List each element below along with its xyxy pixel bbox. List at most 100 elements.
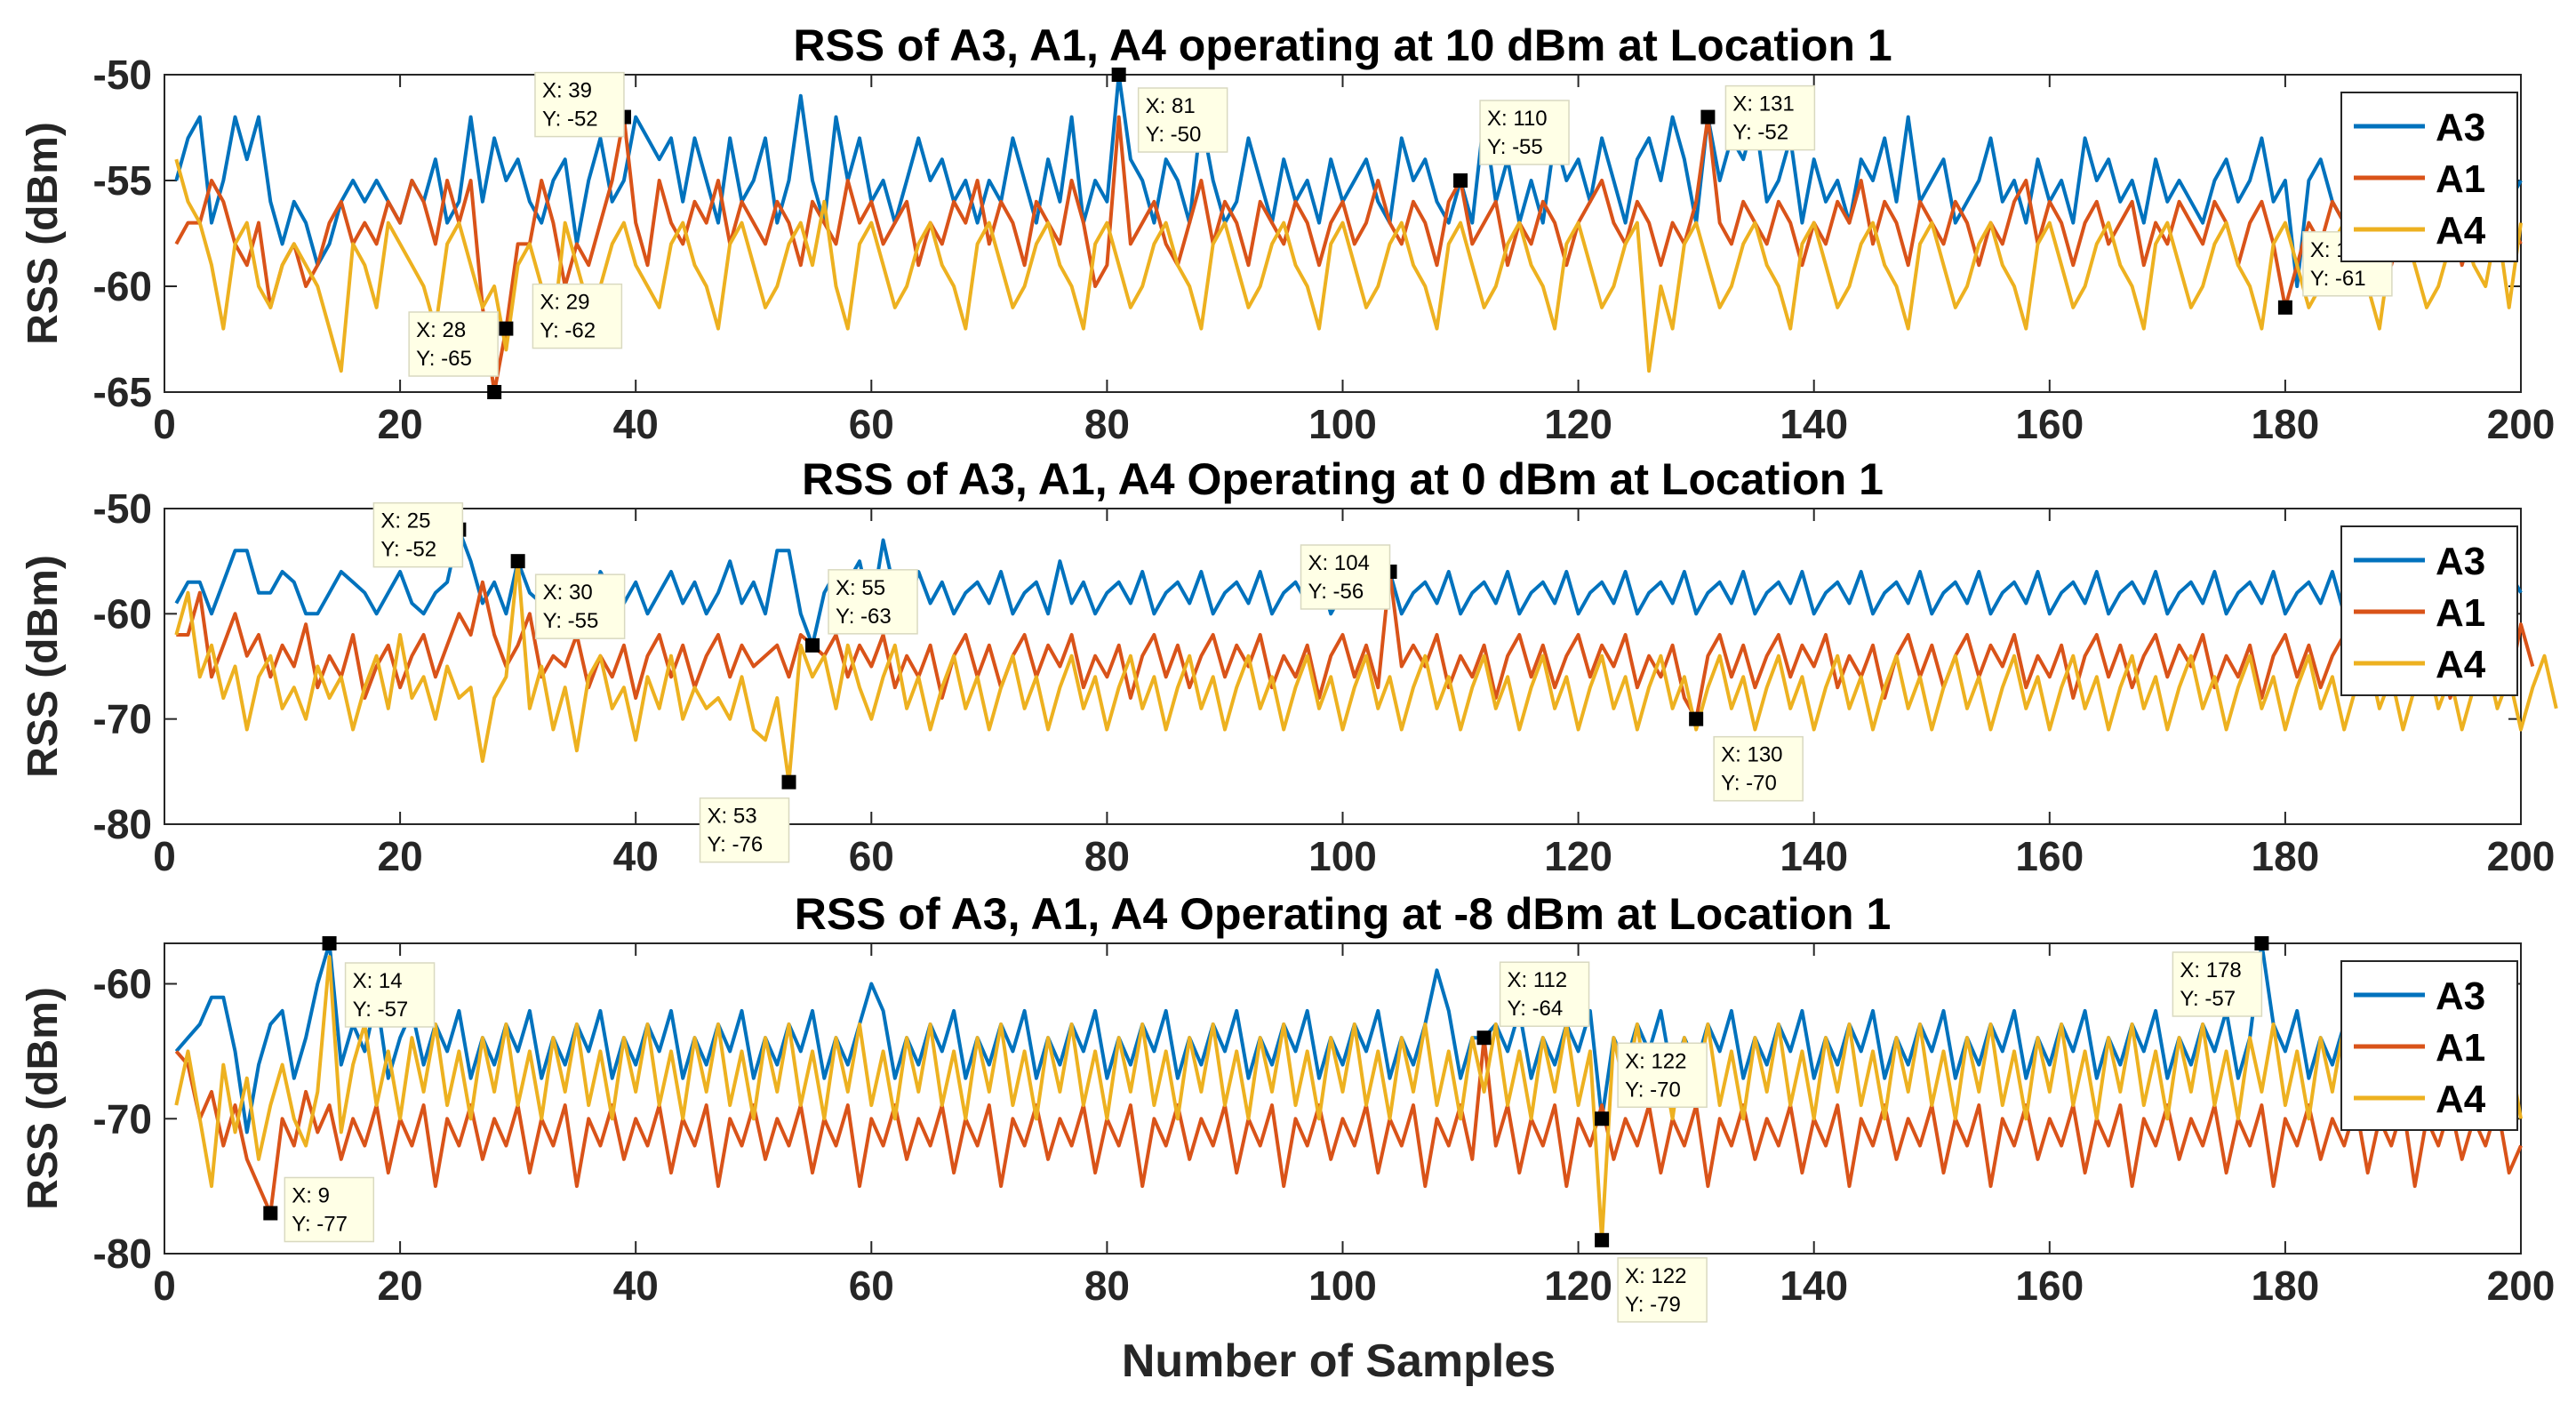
y-tick-label: -70: [93, 696, 152, 742]
datatip-box: [1300, 544, 1391, 610]
series-line-a1: [176, 570, 2535, 721]
datatip-x-label: X: 55: [836, 576, 885, 600]
x-tick-label: 80: [1084, 1263, 1130, 1309]
datatip-y-label: Y: -50: [1146, 123, 1202, 147]
x-tick-label: 60: [849, 401, 894, 447]
legend-label-a1: A1: [2436, 591, 2485, 635]
series-line-a4: [174, 158, 2523, 373]
y-tick-label: -60: [93, 590, 152, 637]
datatip-y-label: Y: -64: [1508, 997, 1564, 1021]
series-line-a4: [174, 559, 2558, 784]
datatip-box: [1137, 87, 1228, 153]
y-tick-label: -80: [93, 1231, 152, 1277]
series-line-a1: [174, 115, 2523, 394]
datatip-x-label: X: 178: [2180, 958, 2241, 982]
datatip-x-label: X: 110: [1487, 107, 1548, 131]
plot-area: [164, 74, 2522, 393]
datatip-y-label: Y: -65: [416, 347, 472, 371]
datatip-y-label: Y: -62: [540, 319, 596, 343]
x-tick-label: 200: [2487, 833, 2556, 879]
datatip-x-label: X: 14: [353, 969, 403, 993]
x-tick-label: 20: [378, 401, 423, 447]
datatip-x-label: X: 122: [1625, 1264, 1686, 1288]
x-tick-label: 80: [1084, 401, 1130, 447]
datatip-y-label: Y: -70: [1625, 1078, 1681, 1102]
x-tick-label: 160: [2015, 401, 2084, 447]
y-tick-label: -80: [93, 801, 152, 847]
datatip-marker[interactable]: [263, 1206, 278, 1221]
datatip-box: [372, 501, 464, 568]
x-tick-label: 200: [2487, 401, 2556, 447]
datatip-x-label: X: 112: [1508, 968, 1568, 992]
datatip-marker[interactable]: [1700, 109, 1716, 124]
datatip-marker[interactable]: [2254, 936, 2269, 950]
datatip-marker[interactable]: [805, 637, 820, 653]
legend-label-a4: A4: [2436, 1078, 2486, 1121]
datatip-y-label: Y: -52: [1732, 121, 1788, 145]
legend-label-a3: A3: [2436, 540, 2485, 583]
datatip-marker[interactable]: [2277, 300, 2292, 315]
datatip-x-label: X: 25: [380, 509, 430, 533]
legend-label-a1: A1: [2436, 1026, 2485, 1070]
x-tick-label: 40: [613, 833, 659, 879]
panel-3: RSS of A3, A1, A4 Operating at -8 dBm at…: [20, 889, 2556, 1323]
x-tick-label: 140: [1780, 401, 1848, 447]
y-axis-label: RSS (dBm): [20, 555, 67, 778]
y-axis-label: RSS (dBm): [20, 987, 67, 1210]
x-tick-label: 40: [613, 401, 659, 447]
x-tick-label: 20: [378, 1263, 423, 1309]
x-tick-label: 200: [2487, 1263, 2556, 1309]
datatip-marker[interactable]: [487, 385, 502, 399]
datatip-box: [1617, 1042, 1708, 1109]
datatip-x-label: X: 122: [1625, 1049, 1686, 1073]
y-tick-label: -60: [93, 961, 152, 1007]
datatip-x-label: X: 130: [1721, 743, 1782, 767]
x-tick-label: 100: [1308, 1263, 1377, 1309]
datatip-marker[interactable]: [1595, 1232, 1610, 1247]
datatip-marker[interactable]: [1595, 1111, 1610, 1126]
x-tick-label: 160: [2015, 833, 2084, 879]
panel-2: RSS of A3, A1, A4 Operating at 0 dBm at …: [20, 454, 2558, 879]
datatip-box: [1617, 1257, 1708, 1323]
datatip-marker[interactable]: [510, 554, 525, 569]
datatip-y-label: Y: -63: [836, 605, 892, 629]
x-tick-label: 120: [1544, 1263, 1612, 1309]
chart-title: RSS of A3, A1, A4 Operating at 0 dBm at …: [802, 454, 1884, 504]
datatip-marker[interactable]: [781, 774, 796, 790]
x-tick-label: 140: [1780, 1263, 1848, 1309]
x-tick-label: 20: [378, 833, 423, 879]
datatip-box: [534, 573, 626, 639]
datatip-marker[interactable]: [322, 936, 337, 950]
datatip-x-label: X: 104: [1308, 551, 1370, 575]
y-axis-label: RSS (dBm): [20, 122, 67, 345]
datatip-marker[interactable]: [1689, 711, 1704, 726]
datatip-marker[interactable]: [1476, 1030, 1492, 1046]
x-tick-label: 140: [1780, 833, 1848, 879]
datatip-x-label: X: 131: [1732, 92, 1794, 116]
legend-label-a3: A3: [2436, 106, 2485, 149]
x-tick-label: 40: [613, 1263, 659, 1309]
x-tick-label: 180: [2252, 401, 2320, 447]
datatip-y-label: Y: -77: [292, 1212, 348, 1236]
legend-label-a1: A1: [2436, 157, 2485, 201]
panel-1: RSS of A3, A1, A4 operating at 10 dBm at…: [20, 20, 2555, 447]
x-tick-label: 160: [2015, 1263, 2084, 1309]
datatip-marker[interactable]: [1453, 173, 1468, 188]
datatip-box: [1713, 735, 1804, 802]
datatip-y-label: Y: -57: [2180, 987, 2236, 1011]
x-tick-label: 0: [153, 833, 176, 879]
x-tick-label: 100: [1308, 401, 1377, 447]
series-line-a4: [174, 955, 2523, 1242]
datatip-x-label: X: 29: [540, 291, 589, 315]
x-axis-label: Number of Samples: [1122, 1335, 1556, 1387]
datatip-x-label: X: 81: [1146, 94, 1196, 118]
y-tick-label: -55: [93, 157, 152, 204]
datatip-y-label: Y: -55: [1487, 135, 1543, 159]
datatip-box: [1724, 84, 1816, 151]
chart-title: RSS of A3, A1, A4 operating at 10 dBm at…: [793, 20, 1892, 70]
datatip-marker[interactable]: [499, 321, 514, 336]
datatip-marker[interactable]: [1111, 68, 1126, 82]
datatip-y-label: Y: -55: [543, 609, 599, 633]
series-line-a3: [174, 942, 2476, 1134]
